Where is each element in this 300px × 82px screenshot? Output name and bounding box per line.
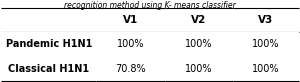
Title: recognition method using K- means classifier: recognition method using K- means classi… (64, 1, 236, 10)
